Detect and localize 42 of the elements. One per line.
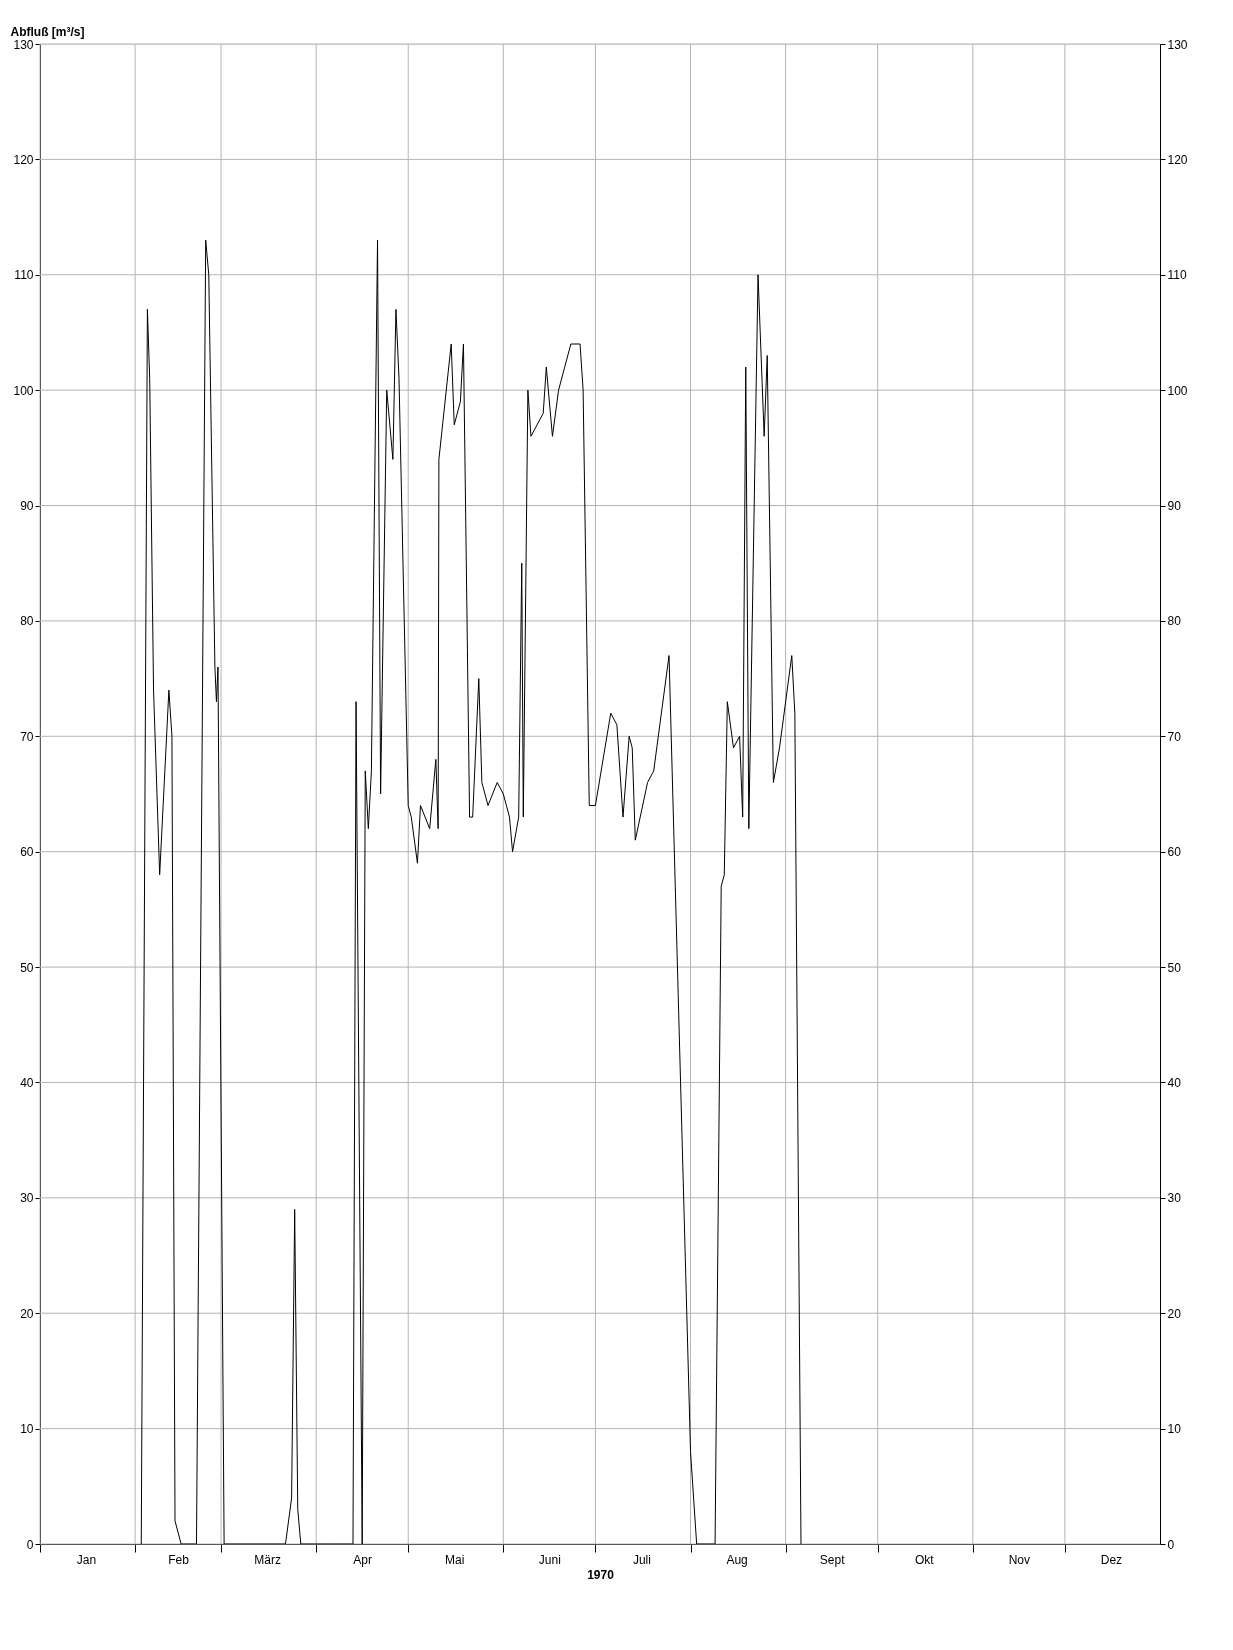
y-tick-label: 10 xyxy=(20,1422,34,1437)
y-tick-label: 120 xyxy=(13,152,34,167)
y-tick-label: 30 xyxy=(20,1191,34,1206)
y-tick-label: 40 xyxy=(20,1075,34,1090)
y2-tick-label: 80 xyxy=(1167,614,1182,629)
x-tick-label: Nov xyxy=(1008,1552,1031,1567)
y2-tick-label: 120 xyxy=(1167,152,1188,167)
x-tick-label: Jan xyxy=(76,1552,97,1567)
y-tick-label: 20 xyxy=(20,1306,34,1321)
y-axis-title: Abfluß [m³/s] xyxy=(10,24,85,39)
y-tick-label: 80 xyxy=(20,614,34,629)
y2-tick-label: 0 xyxy=(1167,1537,1175,1552)
x-tick-label: Feb xyxy=(168,1552,190,1567)
y2-tick-label: 100 xyxy=(1167,383,1188,398)
y2-tick-label: 10 xyxy=(1167,1422,1182,1437)
y2-tick-label: 50 xyxy=(1167,960,1182,975)
y-tick-label: 50 xyxy=(20,960,34,975)
y2-tick-label: 30 xyxy=(1167,1191,1182,1206)
x-tick-label: Juni xyxy=(538,1552,561,1567)
y-tick-label: 130 xyxy=(13,37,34,52)
x-tick-label: Sept xyxy=(819,1552,846,1567)
x-tick-label: Aug xyxy=(726,1552,748,1567)
x-tick-label: März xyxy=(254,1552,281,1567)
y-tick-label: 70 xyxy=(20,729,34,744)
y2-tick-label: 130 xyxy=(1167,37,1188,52)
y-tick-label: 110 xyxy=(14,268,34,283)
x-tick-label: Okt xyxy=(914,1552,935,1567)
y2-tick-label: 70 xyxy=(1167,729,1182,744)
y-tick-label: 60 xyxy=(20,845,34,860)
x-axis-title: 1970 xyxy=(587,1567,615,1582)
x-tick-label: Apr xyxy=(353,1552,373,1567)
y-tick-label: 90 xyxy=(20,499,34,514)
y2-tick-label: 60 xyxy=(1167,845,1182,860)
y2-tick-label: 90 xyxy=(1167,499,1182,514)
y-tick-label: 0 xyxy=(26,1537,34,1552)
x-tick-label: Mai xyxy=(445,1552,465,1567)
x-tick-label: Dez xyxy=(1100,1552,1123,1567)
y2-tick-label: 40 xyxy=(1167,1075,1182,1090)
y-tick-label: 100 xyxy=(13,383,34,398)
y2-tick-label: 20 xyxy=(1167,1306,1182,1321)
x-tick-label: Juli xyxy=(632,1552,651,1567)
y2-tick-label: 110 xyxy=(1167,268,1187,283)
